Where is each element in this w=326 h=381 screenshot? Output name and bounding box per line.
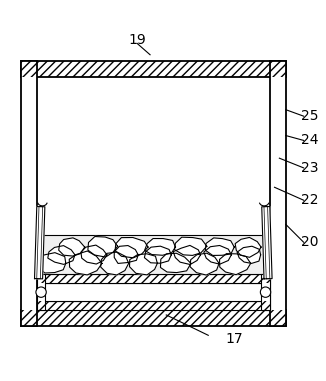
Bar — [37, 274, 270, 283]
Polygon shape — [37, 253, 66, 273]
Polygon shape — [190, 253, 219, 275]
Bar — [21, 310, 286, 326]
Polygon shape — [204, 245, 231, 264]
Polygon shape — [48, 246, 75, 264]
Polygon shape — [205, 238, 234, 255]
Polygon shape — [69, 251, 102, 275]
Polygon shape — [235, 237, 261, 257]
Bar — [261, 301, 270, 310]
Polygon shape — [114, 245, 138, 263]
Bar — [37, 274, 270, 283]
Bar — [37, 274, 45, 283]
Bar — [21, 61, 286, 77]
Bar — [38, 235, 268, 274]
Circle shape — [260, 287, 271, 297]
Text: 17: 17 — [225, 332, 243, 346]
Polygon shape — [262, 207, 272, 279]
Text: 19: 19 — [128, 33, 146, 47]
Polygon shape — [81, 245, 107, 264]
Polygon shape — [59, 238, 85, 256]
Bar — [21, 310, 286, 326]
Polygon shape — [129, 254, 157, 275]
Bar — [37, 274, 45, 310]
Bar — [261, 274, 270, 283]
Polygon shape — [160, 253, 191, 272]
Polygon shape — [219, 254, 251, 275]
Bar — [21, 61, 37, 326]
Polygon shape — [115, 237, 148, 258]
Bar — [37, 77, 270, 310]
Polygon shape — [35, 207, 45, 279]
Polygon shape — [88, 237, 118, 257]
Polygon shape — [173, 245, 200, 264]
Bar — [37, 301, 45, 310]
Bar — [37, 301, 270, 310]
Text: 24: 24 — [301, 133, 319, 147]
Bar — [37, 283, 270, 301]
Polygon shape — [144, 246, 171, 263]
Text: 23: 23 — [301, 161, 319, 175]
Text: 20: 20 — [301, 235, 319, 249]
Polygon shape — [101, 252, 129, 275]
Polygon shape — [145, 239, 175, 255]
Bar — [261, 274, 270, 310]
Bar — [37, 301, 270, 310]
Polygon shape — [174, 237, 207, 255]
Text: 25: 25 — [301, 109, 319, 123]
Circle shape — [36, 287, 46, 297]
Bar — [270, 61, 286, 326]
Text: 22: 22 — [301, 193, 319, 207]
Polygon shape — [237, 246, 260, 263]
Bar — [21, 61, 286, 77]
